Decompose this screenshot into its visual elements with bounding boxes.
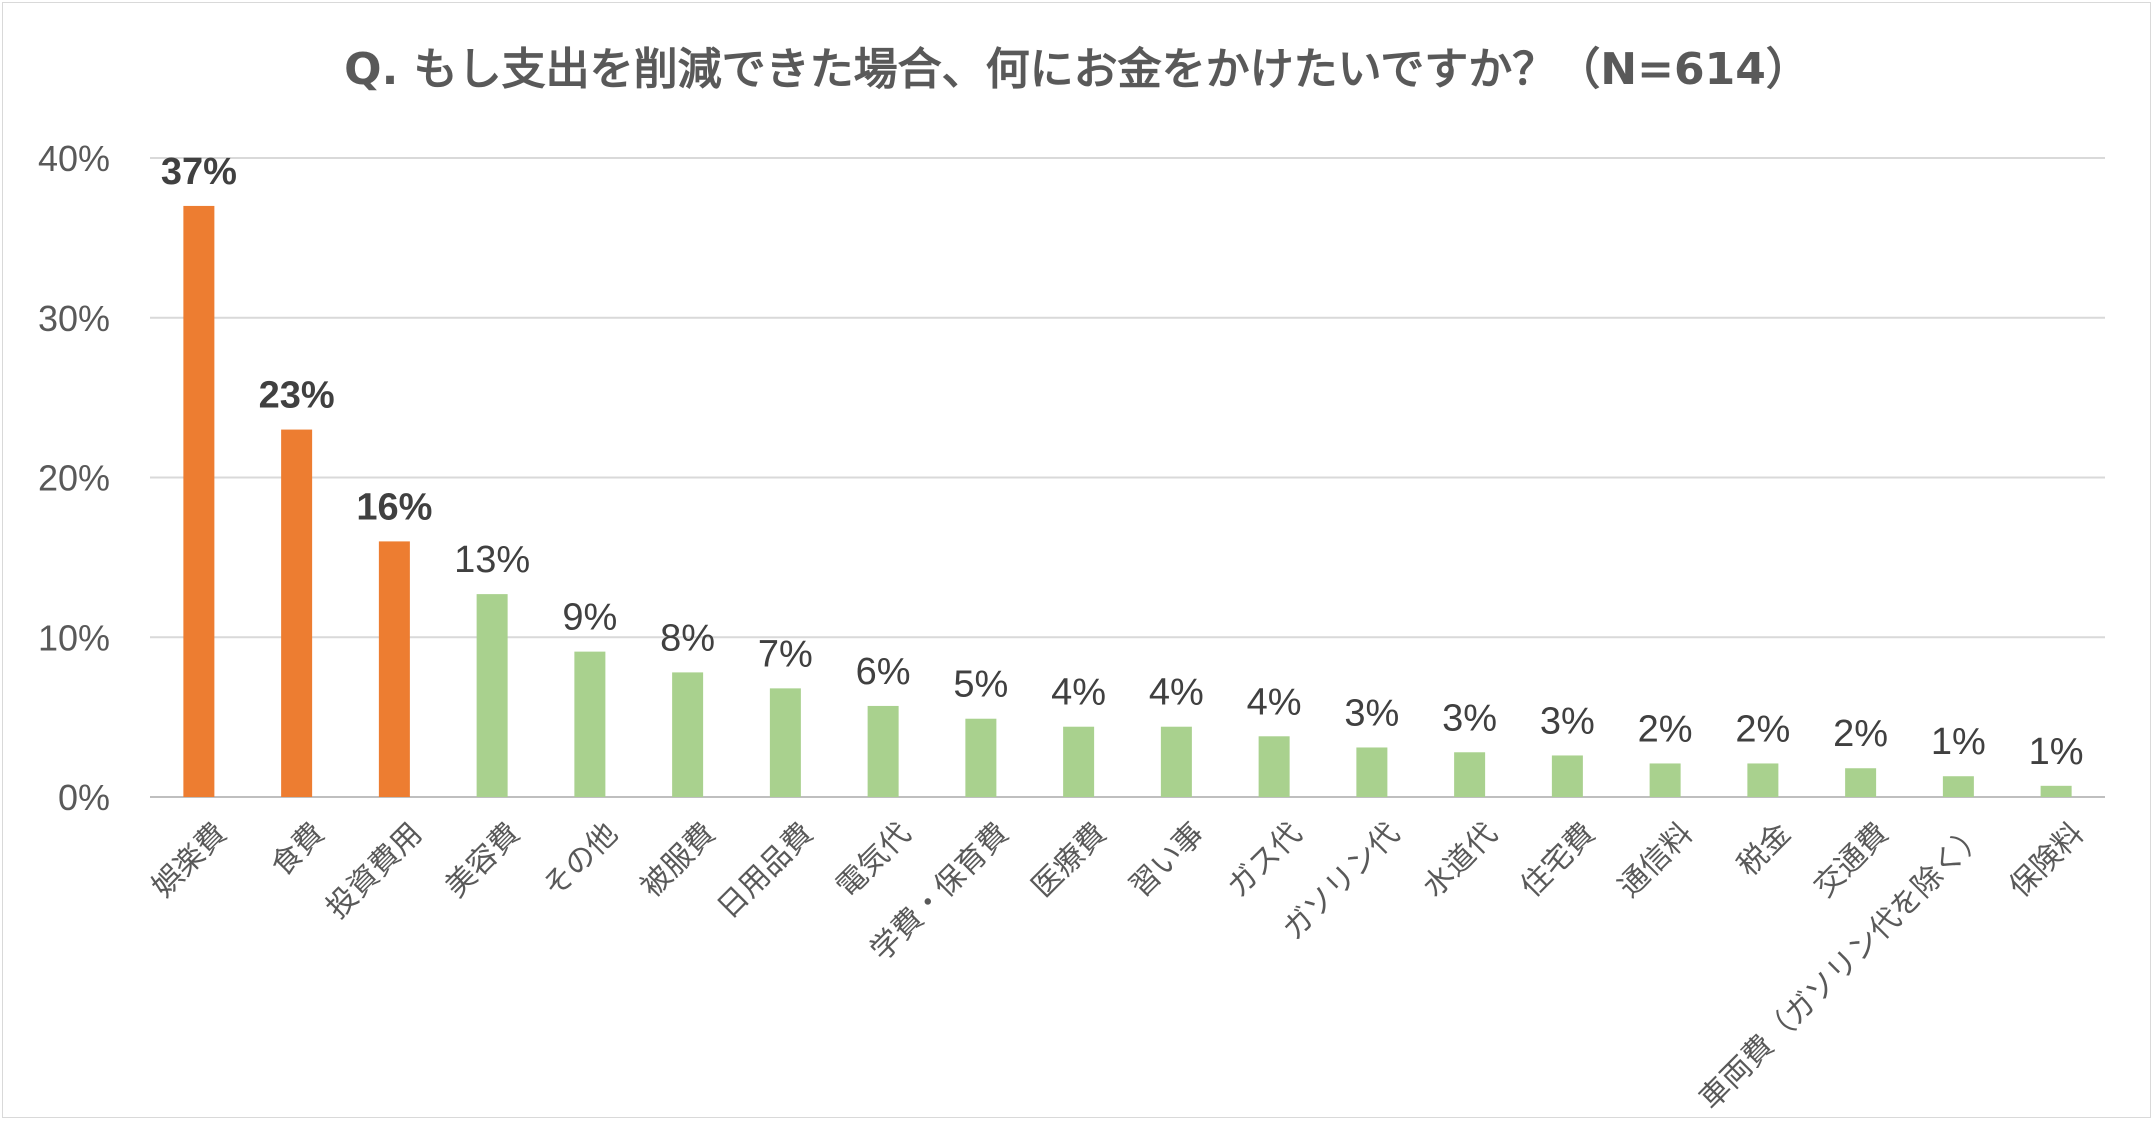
data-label: 4%: [1247, 681, 1302, 723]
y-axis-ticks: 0% 10% 20% 30% 40%: [38, 138, 110, 818]
bar: [574, 651, 606, 797]
bar: [1649, 763, 1681, 797]
gridlines: [150, 157, 2105, 798]
bar: [1551, 755, 1583, 797]
data-label: 7%: [758, 633, 813, 675]
category-label: 電気代: [830, 816, 918, 904]
bar: [1258, 736, 1290, 797]
data-label: 16%: [356, 486, 432, 528]
category-label: 保険料: [2003, 816, 2091, 904]
bar: [672, 672, 704, 797]
data-label: 8%: [660, 617, 715, 659]
bar: [965, 718, 997, 797]
data-label: 4%: [1051, 672, 1106, 714]
bars: [183, 205, 2072, 798]
data-label: 2%: [1638, 708, 1693, 750]
data-label: 2%: [1735, 708, 1790, 750]
category-label: その他: [536, 816, 624, 904]
bar: [378, 541, 410, 797]
chart-title: Q. もし支出を削減できた場合、何にお金をかけたいですか？（N=614）: [344, 44, 1810, 95]
category-label: ガス代: [1221, 816, 1309, 904]
data-labels: 37% 23% 16% 13% 9% 8% 7% 6% 5% 4% 4% 4% 3% 3% 3% 2% 2% 2%…: [161, 151, 2084, 773]
category-label: 投資費用: [320, 816, 430, 926]
bar: [1356, 747, 1388, 797]
bar: [1845, 768, 1877, 797]
y-tick-label: 0%: [58, 777, 110, 818]
category-label: 美容費: [439, 816, 527, 904]
y-tick-label: 40%: [38, 138, 110, 179]
data-label: 37%: [161, 151, 237, 193]
category-label: 食費: [264, 816, 331, 883]
data-label: 5%: [953, 664, 1008, 706]
category-label: 娯楽費: [145, 816, 233, 904]
data-label: 6%: [856, 651, 911, 693]
data-label: 1%: [1931, 721, 1986, 763]
y-tick-label: 10%: [38, 617, 110, 658]
data-label: 9%: [562, 597, 617, 639]
category-label: 水道代: [1416, 816, 1504, 904]
data-label: 23%: [259, 375, 335, 417]
bar: [183, 205, 215, 798]
data-label: 2%: [1833, 713, 1888, 755]
bar: [1160, 726, 1192, 797]
y-tick-label: 30%: [38, 298, 110, 339]
category-label: 住宅費: [1514, 816, 1602, 904]
bar: [1454, 752, 1486, 797]
bar: [2040, 785, 2072, 797]
bar: [1747, 763, 1779, 797]
category-label: 被服費: [634, 816, 722, 904]
bar: [281, 429, 313, 797]
bar: [769, 688, 801, 797]
data-label: 3%: [1540, 700, 1595, 742]
bar: [476, 594, 508, 797]
bar: [1942, 776, 1974, 797]
y-tick-label: 20%: [38, 458, 110, 499]
category-label: 通信料: [1612, 816, 1700, 904]
category-label: 税金: [1731, 816, 1798, 883]
data-label: 13%: [454, 539, 530, 581]
category-label: 習い事: [1123, 816, 1211, 904]
category-label: 日用品費: [711, 816, 821, 926]
data-label: 3%: [1344, 692, 1399, 734]
bar: [1063, 726, 1095, 797]
data-label: 3%: [1442, 697, 1497, 739]
data-label: 4%: [1149, 672, 1204, 714]
data-label: 1%: [2029, 731, 2084, 773]
category-label: 交通費: [1807, 816, 1895, 904]
bar: [867, 705, 899, 797]
category-label: 医療費: [1025, 816, 1113, 904]
